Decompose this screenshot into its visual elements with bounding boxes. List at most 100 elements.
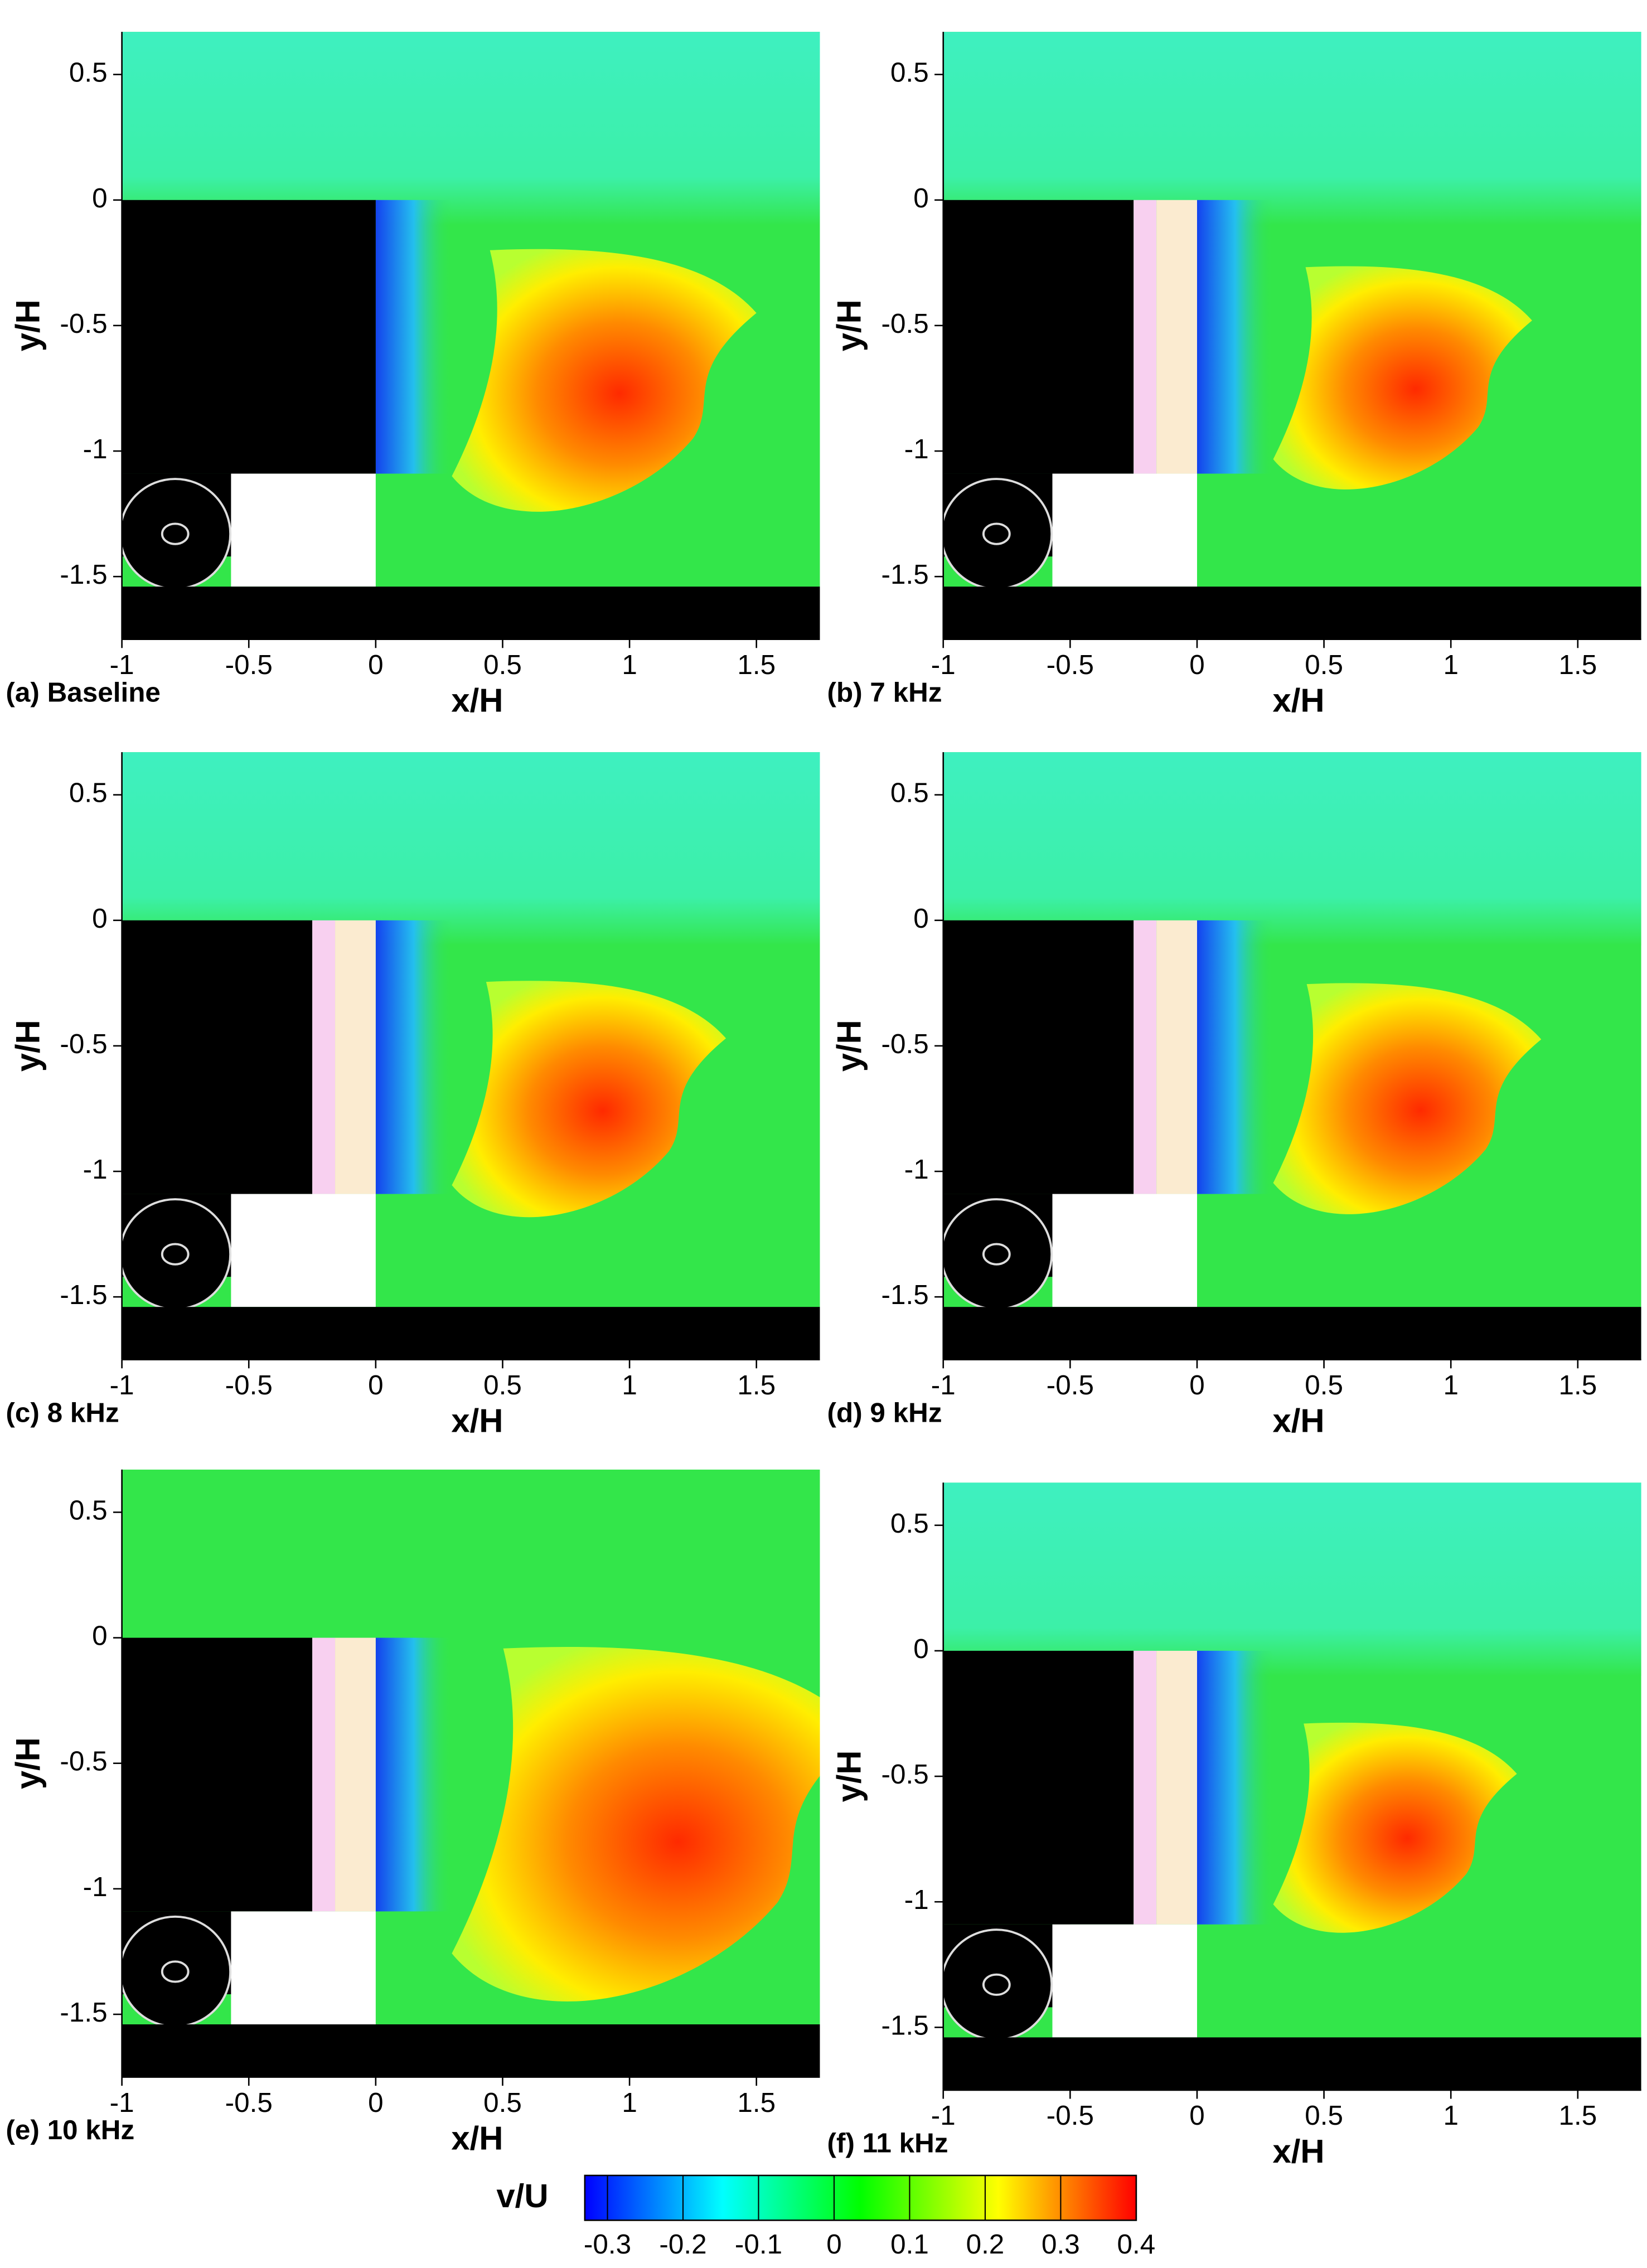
- truck-body: [943, 200, 1134, 474]
- panel-caption: (d) 9 kHz: [827, 1397, 942, 1428]
- y-tick-label: -0.5: [881, 1029, 929, 1059]
- panel: -1 -0.5 0 0.5 1 1.5 0.5 0 -0.5 -1 -1.5 x/H y/H (c) 8 …: [6, 752, 820, 1440]
- actuator-beige: [1156, 200, 1197, 474]
- y-tick-label: 0: [92, 183, 107, 214]
- x-axis-label: x/H: [451, 682, 503, 719]
- panel-caption: (a) Baseline: [6, 677, 161, 707]
- y-tick-label: 0.5: [69, 57, 108, 88]
- x-tick-label: 0.5: [1305, 2100, 1343, 2131]
- underbody: [1052, 1924, 1197, 2038]
- underbody: [231, 1911, 376, 2025]
- x-tick-label: 1.5: [737, 650, 776, 680]
- colorbar: [584, 2174, 1137, 2221]
- freestream: [122, 752, 820, 946]
- y-tick-label: 0: [913, 183, 928, 214]
- panel-caption: (c) 8 kHz: [6, 1397, 119, 1428]
- colorbar-tick-label: -0.3: [584, 2229, 631, 2260]
- ground: [943, 1307, 1641, 1360]
- x-tick-label: 1: [622, 1370, 637, 1400]
- x-tick-label: 0.5: [483, 650, 522, 680]
- colorbar-tick-label: 0: [826, 2229, 841, 2260]
- wheel: [122, 478, 232, 590]
- actuator-pink: [1133, 920, 1157, 1194]
- y-tick-label: -1.5: [60, 1280, 107, 1310]
- recirculation: [1197, 920, 1273, 1194]
- colorbar-tick-label: 0.3: [1042, 2229, 1080, 2260]
- y-tick-label: 0.5: [890, 778, 929, 808]
- x-tick-label: -0.5: [1047, 650, 1094, 680]
- x-tick-label: -1: [931, 2100, 956, 2131]
- recirculation: [375, 920, 452, 1194]
- x-axis-label: x/H: [1273, 2133, 1325, 2170]
- x-tick-label: -0.5: [225, 2087, 273, 2118]
- wake: [1273, 1722, 1517, 1933]
- hub: [982, 1243, 1011, 1266]
- colorbar-tick-label: 0.4: [1117, 2229, 1156, 2260]
- actuator-beige: [335, 1637, 376, 1912]
- x-tick-label: 0.5: [483, 1370, 522, 1400]
- x-tick-label: 0.5: [483, 2087, 522, 2118]
- colorbar-tick-label: 0.1: [890, 2229, 929, 2260]
- panel: -1 -0.5 0 0.5 1 1.5 0.5 0 -0.5 -1 -1.5 x/H y/H (b) 7 …: [827, 32, 1641, 719]
- y-tick-label: -1.5: [881, 1280, 929, 1310]
- x-tick-label: 1.5: [1558, 2100, 1597, 2131]
- x-tick-label: 0: [1189, 2100, 1204, 2131]
- y-tick-label: 0.5: [69, 778, 108, 808]
- field: [943, 32, 1641, 639]
- panel: -1 -0.5 0 0.5 1 1.5 0.5 0 -0.5 -1 -1.5 x/H y/H (a) Ba…: [6, 32, 820, 719]
- x-tick-label: 1: [1443, 2100, 1458, 2131]
- panel-caption: (e) 10 kHz: [6, 2115, 134, 2145]
- wheel: [943, 478, 1053, 590]
- actuator-pink: [312, 1637, 336, 1912]
- recirculation: [1197, 1650, 1273, 1925]
- underbody: [1052, 473, 1197, 587]
- y-axis-label: y/H: [831, 299, 868, 351]
- x-tick-label: 1.5: [1558, 650, 1597, 680]
- actuator-beige: [1156, 920, 1197, 1194]
- wheel: [122, 1915, 232, 2028]
- ground: [122, 1307, 820, 1360]
- y-tick-label: -0.5: [60, 1746, 107, 1777]
- x-axis-label: x/H: [1273, 1402, 1325, 1440]
- x-tick-label: -1: [110, 650, 134, 680]
- field: [122, 32, 820, 639]
- y-tick-label: -1.5: [60, 1997, 107, 2028]
- y-tick-label: -0.5: [60, 1029, 107, 1059]
- panel-caption: (f) 11 kHz: [827, 2128, 948, 2159]
- hub: [982, 522, 1011, 545]
- x-tick-label: 0.5: [1305, 1370, 1343, 1400]
- y-tick-label: 0.5: [69, 1495, 108, 1526]
- field: [943, 1482, 1641, 2090]
- y-tick-label: 0.5: [890, 1508, 929, 1539]
- y-tick-label: -1: [904, 434, 929, 464]
- x-tick-label: 1.5: [1558, 1370, 1597, 1400]
- panel-caption: (b) 7 kHz: [827, 677, 942, 707]
- field: [943, 752, 1641, 1360]
- y-axis-label: y/H: [9, 299, 46, 351]
- recirculation: [375, 1637, 452, 1912]
- ground: [122, 587, 820, 639]
- x-axis-label: x/H: [1273, 682, 1325, 719]
- truck-body: [122, 920, 313, 1194]
- y-axis-label: y/H: [9, 1737, 46, 1789]
- colorbar-tick-label: -0.2: [659, 2229, 706, 2260]
- y-tick-label: -0.5: [60, 308, 107, 339]
- y-tick-label: 0: [913, 1634, 928, 1664]
- wake: [452, 249, 757, 512]
- freestream: [943, 32, 1641, 225]
- actuator-beige: [1156, 1650, 1197, 1925]
- underbody: [231, 473, 376, 587]
- x-tick-label: 0: [1189, 650, 1204, 680]
- y-tick-label: -0.5: [881, 1759, 929, 1790]
- wake: [452, 1646, 820, 2002]
- x-tick-label: -1: [931, 650, 956, 680]
- x-tick-label: 1: [622, 650, 637, 680]
- x-tick-label: -0.5: [1047, 2100, 1094, 2131]
- recirculation: [1197, 200, 1273, 474]
- x-tick-label: 1.5: [737, 1370, 776, 1400]
- x-tick-label: -1: [110, 1370, 134, 1400]
- x-tick-label: -0.5: [225, 1370, 273, 1400]
- truck-body: [943, 1650, 1134, 1925]
- x-axis-label: x/H: [451, 2120, 503, 2157]
